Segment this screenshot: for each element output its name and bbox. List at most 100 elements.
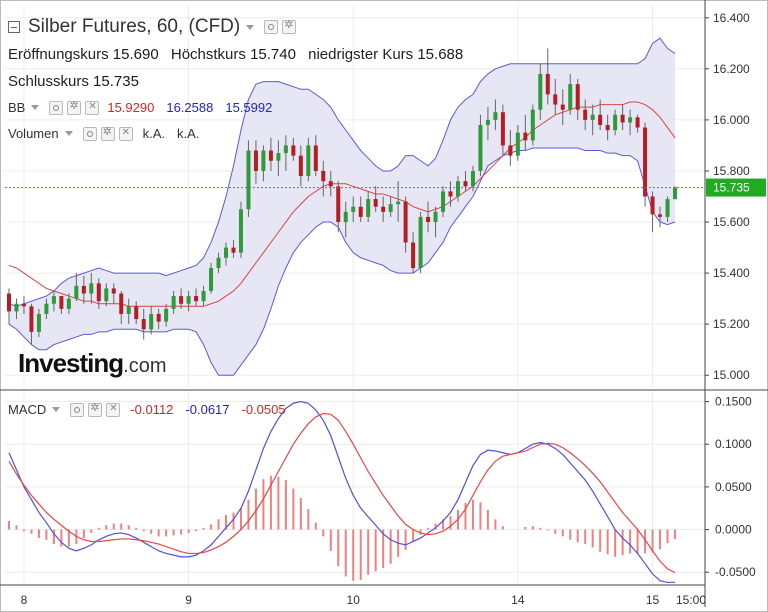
chevron-down-icon[interactable]	[246, 24, 255, 30]
low-label: niedrigster Kurs	[308, 46, 414, 63]
candle-body	[238, 209, 243, 253]
candle-body	[560, 104, 565, 110]
open-label: Eröffnungskurs	[8, 46, 109, 63]
open-value: 15.690	[112, 46, 159, 63]
candle-body	[598, 114, 603, 126]
candle-body	[66, 298, 71, 309]
candle-body	[29, 306, 34, 332]
time-tick-label: 10	[347, 593, 361, 607]
eye-icon[interactable]	[49, 100, 64, 115]
candle-body	[381, 206, 386, 212]
candle-body	[246, 150, 251, 210]
bb-middle-value: 15.9290	[107, 100, 155, 115]
candle-body	[224, 247, 229, 258]
candle	[261, 145, 266, 182]
gear-icon[interactable]	[100, 125, 115, 141]
candle-body	[149, 313, 154, 330]
time-tick-label: 14	[511, 593, 525, 607]
chevron-down-icon[interactable]	[31, 105, 40, 110]
close-icon[interactable]	[85, 100, 100, 115]
macd-legend: MACD -0.0112 -0.0617 -0.0505	[8, 401, 286, 418]
candle	[104, 283, 109, 307]
candle-body	[321, 170, 326, 182]
candle	[164, 303, 169, 327]
gear-icon[interactable]	[67, 99, 82, 115]
candle	[590, 104, 595, 136]
time-tick-label: 9	[185, 593, 192, 607]
candle	[478, 114, 483, 177]
candle-body	[590, 114, 595, 120]
eye-icon[interactable]	[82, 126, 97, 141]
candle-body	[620, 114, 625, 123]
candle	[441, 186, 446, 217]
candle	[81, 275, 86, 304]
candle	[51, 290, 56, 312]
candle	[276, 140, 281, 177]
candle	[291, 137, 296, 161]
candle-body	[171, 296, 176, 309]
candle	[485, 107, 490, 141]
candle-body	[81, 285, 86, 294]
eye-icon[interactable]	[70, 402, 85, 417]
candle	[568, 73, 573, 115]
current-price-badge	[706, 178, 766, 197]
candle-body	[545, 73, 550, 95]
candle	[448, 181, 453, 207]
candle-body	[268, 150, 273, 161]
macd-line-value: -0.0617	[185, 402, 230, 417]
candle-body	[658, 214, 663, 217]
candle-body	[455, 181, 460, 197]
candle-body	[426, 216, 431, 223]
candle	[635, 114, 640, 133]
candle	[673, 186, 677, 200]
candle	[620, 104, 625, 131]
chevron-down-icon[interactable]	[64, 131, 73, 136]
close-icon[interactable]	[106, 402, 121, 417]
candle-body	[126, 306, 131, 314]
collapse-icon[interactable]	[8, 21, 20, 33]
candle-body	[665, 199, 670, 217]
candle	[613, 109, 618, 136]
candle	[149, 306, 154, 335]
candle-body	[7, 293, 11, 312]
macd-line	[8, 400, 676, 584]
candle-body	[59, 296, 64, 309]
candle	[583, 99, 588, 131]
candle-body	[283, 145, 288, 154]
candle-body	[36, 313, 41, 332]
candle	[186, 290, 191, 312]
candle	[96, 278, 101, 309]
macd-signal-value: -0.0505	[241, 402, 286, 417]
candle	[426, 201, 431, 233]
candle-body	[396, 201, 401, 205]
candle-body	[119, 293, 124, 314]
macd-tick-label: 0.1000	[715, 437, 752, 451]
candle	[238, 201, 243, 258]
gear-icon[interactable]	[282, 18, 297, 34]
axes: 16.400 16.200 16.000 15.800 15.600 15.400 15.2…	[21, 11, 766, 607]
candle-body	[74, 285, 79, 299]
candle-body	[388, 204, 393, 212]
candle-body	[553, 94, 558, 105]
candle	[224, 242, 229, 266]
bb-label: BB	[8, 100, 26, 115]
candle-body	[276, 153, 281, 161]
price-tick-label: 16.200	[713, 62, 750, 76]
candle	[366, 191, 371, 223]
candle-body	[530, 109, 535, 141]
investing-logo: Investing.com	[18, 348, 166, 379]
candle-body	[313, 145, 318, 171]
gear-icon[interactable]	[88, 401, 103, 417]
candle	[7, 288, 11, 325]
candle	[119, 290, 124, 325]
close-icon[interactable]	[118, 126, 133, 141]
candle	[343, 201, 348, 238]
candle	[179, 288, 184, 309]
price-tick-label: 15.000	[713, 368, 750, 382]
bb-legend: BB 15.9290 16.2588 15.5992	[8, 99, 272, 116]
eye-icon[interactable]	[264, 20, 279, 34]
candle-body	[441, 191, 446, 212]
chevron-down-icon[interactable]	[52, 407, 61, 412]
high-label: Höchstkurs	[170, 46, 246, 63]
